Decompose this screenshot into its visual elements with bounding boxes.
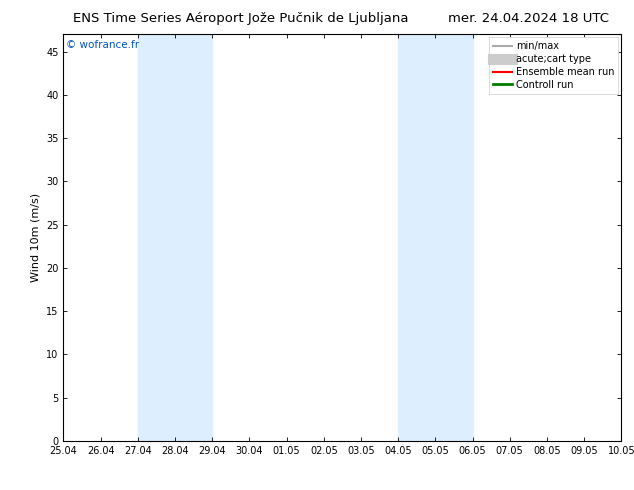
Legend: min/max, acute;cart type, Ensemble mean run, Controll run: min/max, acute;cart type, Ensemble mean … bbox=[489, 37, 618, 94]
Text: mer. 24.04.2024 18 UTC: mer. 24.04.2024 18 UTC bbox=[448, 12, 609, 25]
Text: © wofrance.fr: © wofrance.fr bbox=[66, 40, 139, 50]
Text: ENS Time Series Aéroport Jože Pučnik de Ljubljana: ENS Time Series Aéroport Jože Pučnik de … bbox=[73, 12, 409, 25]
Bar bbox=[138, 34, 212, 441]
Bar bbox=[398, 34, 472, 441]
Y-axis label: Wind 10m (m/s): Wind 10m (m/s) bbox=[30, 193, 41, 282]
